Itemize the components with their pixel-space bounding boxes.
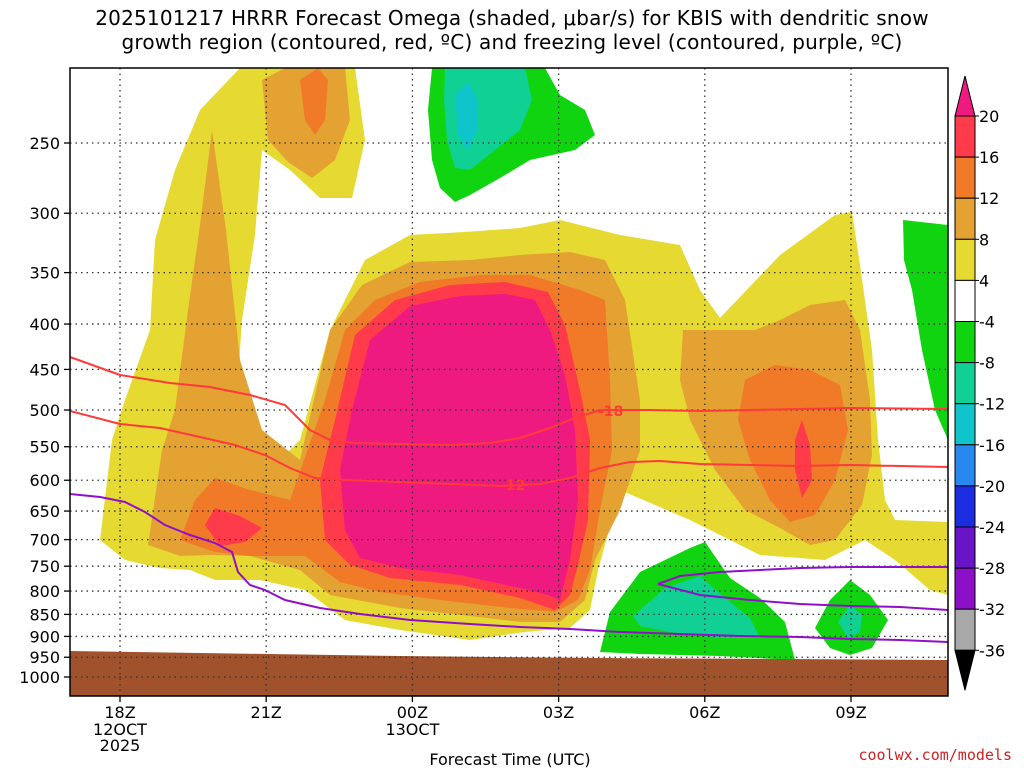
colorbar-segment	[954, 485, 976, 528]
chart-title-line-1: 2025101217 HRRR Forecast Omega (shaded, …	[95, 6, 929, 30]
omega-gold-top	[262, 68, 350, 178]
colorbar-label: -12	[979, 395, 1005, 414]
plot-area: -18 -12	[70, 68, 948, 696]
colorbar-top-arrow	[954, 75, 976, 117]
x-axis-label: Forecast Time (UTC)	[429, 750, 590, 768]
omega-magenta-core	[340, 294, 578, 600]
x-tick-label: 06Z	[689, 703, 720, 722]
y-tick-label: 850	[29, 605, 60, 624]
x-tick-label: 09Z	[835, 703, 866, 722]
colorbar-segment	[954, 403, 976, 446]
colorbar-label: 16	[979, 148, 999, 167]
y-tick-label: 450	[29, 360, 60, 379]
y-tick-label: 500	[29, 401, 60, 420]
colorbar-segment	[954, 567, 976, 610]
dgz-label-12: -12	[500, 478, 525, 494]
chart-title-line-2: growth region (contoured, red, ºC) and f…	[121, 30, 903, 54]
y-tick-label: 550	[29, 438, 60, 457]
credit-text: coolwx.com/models	[858, 746, 1012, 764]
colorbar-segment	[954, 526, 976, 569]
freezing-contour-lower	[70, 493, 948, 643]
x-tick-label: 00Z	[397, 703, 428, 722]
omega-orange-top	[300, 68, 328, 135]
freezing-level-contours	[70, 493, 948, 643]
y-axis: 250 300 350 400 450 500 550 600 650 700 750 800 850 9…	[19, 134, 70, 687]
colorbar-label: 8	[979, 230, 989, 249]
y-tick-label: 400	[29, 315, 60, 334]
freezing-contour-mid	[657, 583, 948, 611]
y-tick-label: 900	[29, 627, 60, 646]
omega-cyan-top	[455, 82, 478, 150]
dgz-label-18: -18	[598, 404, 623, 420]
y-tick-label: 700	[29, 531, 60, 550]
y-tick-label: 250	[29, 134, 60, 153]
colorbar-label: -28	[979, 559, 1005, 578]
colorbar-segment	[954, 115, 976, 158]
colorbar-segment	[954, 444, 976, 487]
colorbar-label: -32	[979, 600, 1005, 619]
colorbar-segment	[954, 321, 976, 364]
y-tick-label: 350	[29, 264, 60, 283]
omega-orange-right	[738, 365, 848, 522]
colorbar-label: -24	[979, 518, 1005, 537]
omega-yellow-right	[905, 522, 948, 575]
omega-teal-small	[838, 605, 862, 638]
colorbar-segment	[954, 156, 976, 199]
colorbar-label: 20	[979, 107, 999, 126]
y-tick-label: 750	[29, 557, 60, 576]
y-tick-label: 300	[29, 204, 60, 223]
dgz-contour-18	[70, 356, 948, 447]
y-tick-label: 600	[29, 471, 60, 490]
colorbar-label: 4	[979, 271, 989, 290]
x-tick-sublabel: 13OCT	[385, 720, 439, 739]
x-tick-label: 18Z	[104, 703, 135, 722]
y-tick-label: 1000	[19, 668, 60, 687]
colorbar-label: -16	[979, 436, 1005, 455]
colorbar-segment	[954, 238, 976, 281]
omega-green-right	[903, 220, 948, 440]
colorbar-label: -36	[979, 641, 1005, 660]
x-tick-label: 21Z	[251, 703, 282, 722]
colorbar-label: 12	[979, 189, 999, 208]
omega-shading	[100, 68, 948, 660]
colorbar-segment	[954, 279, 976, 322]
terrain-surface	[70, 651, 948, 696]
omega-red-left	[205, 508, 262, 546]
colorbar-segment	[954, 197, 976, 240]
y-tick-label: 950	[29, 648, 60, 667]
y-tick-label: 800	[29, 582, 60, 601]
colorbar-label: -20	[979, 477, 1005, 496]
y-tick-label: 650	[29, 502, 60, 521]
colorbar-bottom-arrow	[954, 649, 976, 691]
x-tick-label: 03Z	[543, 703, 574, 722]
freezing-contour-upper	[657, 566, 948, 585]
dgz-contours: -18 -12	[70, 356, 948, 494]
chart-title: 2025101217 HRRR Forecast Omega (shaded, …	[0, 6, 1024, 54]
colorbar-label: -8	[979, 354, 995, 373]
omega-red-right	[795, 420, 812, 498]
colorbar: 20 16 12 8 4 -4 -8 -12 -16 -20 -24 -28 -32 -36	[954, 75, 1005, 691]
x-tick-sublabel: 12OCT	[93, 720, 147, 739]
plot-frame	[69, 67, 949, 697]
dgz-contour-12	[70, 410, 948, 488]
colorbar-label: -4	[979, 313, 995, 332]
x-tick-sublabel: 2025	[100, 736, 141, 755]
colorbar-segment	[954, 608, 976, 651]
colorbar-segment	[954, 362, 976, 405]
